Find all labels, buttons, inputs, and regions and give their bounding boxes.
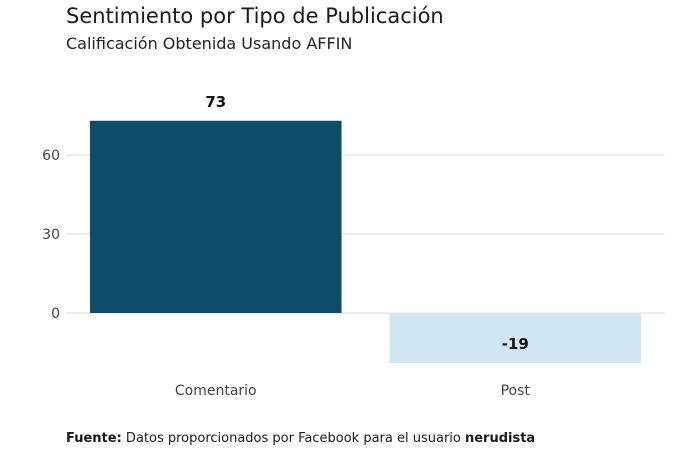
y-tick-label: 30: [42, 227, 60, 243]
y-tick-label: 0: [51, 306, 60, 322]
x-tick-label: Comentario: [175, 383, 257, 399]
bar: [389, 313, 642, 364]
caption-label: Fuente:: [66, 431, 122, 446]
chart-title: Sentimiento por Tipo de Publicación: [66, 4, 444, 28]
chart-subtitle: Calificación Obtenida Usando AFFIN: [66, 34, 353, 53]
source-caption: Fuente: Datos proporcionados por Faceboo…: [66, 431, 535, 446]
y-tick-label: 60: [42, 148, 60, 164]
caption-text: Datos proporcionados por Facebook para e…: [121, 431, 465, 446]
caption-user: nerudista: [464, 431, 536, 446]
data-label: 73: [205, 93, 226, 111]
x-tick-label: Post: [501, 383, 531, 399]
bar: [89, 120, 342, 314]
data-label: -19: [502, 335, 529, 353]
